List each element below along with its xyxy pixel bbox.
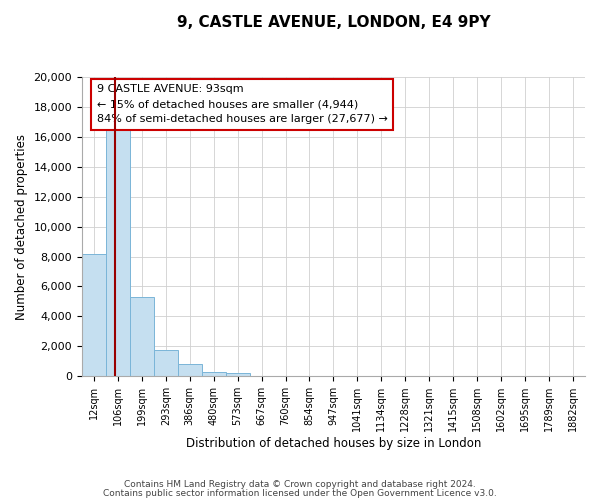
Text: Contains HM Land Registry data © Crown copyright and database right 2024.: Contains HM Land Registry data © Crown c… — [124, 480, 476, 489]
Y-axis label: Number of detached properties: Number of detached properties — [15, 134, 28, 320]
Text: Contains public sector information licensed under the Open Government Licence v3: Contains public sector information licen… — [103, 490, 497, 498]
Bar — [106, 130, 130, 376]
Title: 9, CASTLE AVENUE, LONDON, E4 9PY: 9, CASTLE AVENUE, LONDON, E4 9PY — [176, 15, 490, 30]
Bar — [178, 364, 202, 376]
Bar — [226, 373, 250, 376]
X-axis label: Distribution of detached houses by size in London: Distribution of detached houses by size … — [186, 437, 481, 450]
Bar — [202, 372, 226, 376]
Bar — [130, 297, 154, 376]
Text: 9 CASTLE AVENUE: 93sqm
← 15% of detached houses are smaller (4,944)
84% of semi-: 9 CASTLE AVENUE: 93sqm ← 15% of detached… — [97, 84, 388, 124]
Bar — [154, 350, 178, 376]
Bar — [82, 254, 106, 376]
